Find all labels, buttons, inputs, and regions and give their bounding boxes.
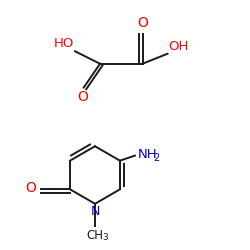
- Text: NH: NH: [138, 148, 157, 161]
- Text: N: N: [90, 205, 100, 218]
- Text: 3: 3: [102, 232, 108, 241]
- Text: O: O: [77, 90, 88, 104]
- Text: O: O: [137, 16, 148, 30]
- Text: HO: HO: [54, 37, 74, 50]
- Text: CH: CH: [86, 229, 104, 242]
- Text: OH: OH: [169, 40, 189, 52]
- Text: O: O: [26, 181, 36, 195]
- Text: 2: 2: [153, 153, 159, 163]
